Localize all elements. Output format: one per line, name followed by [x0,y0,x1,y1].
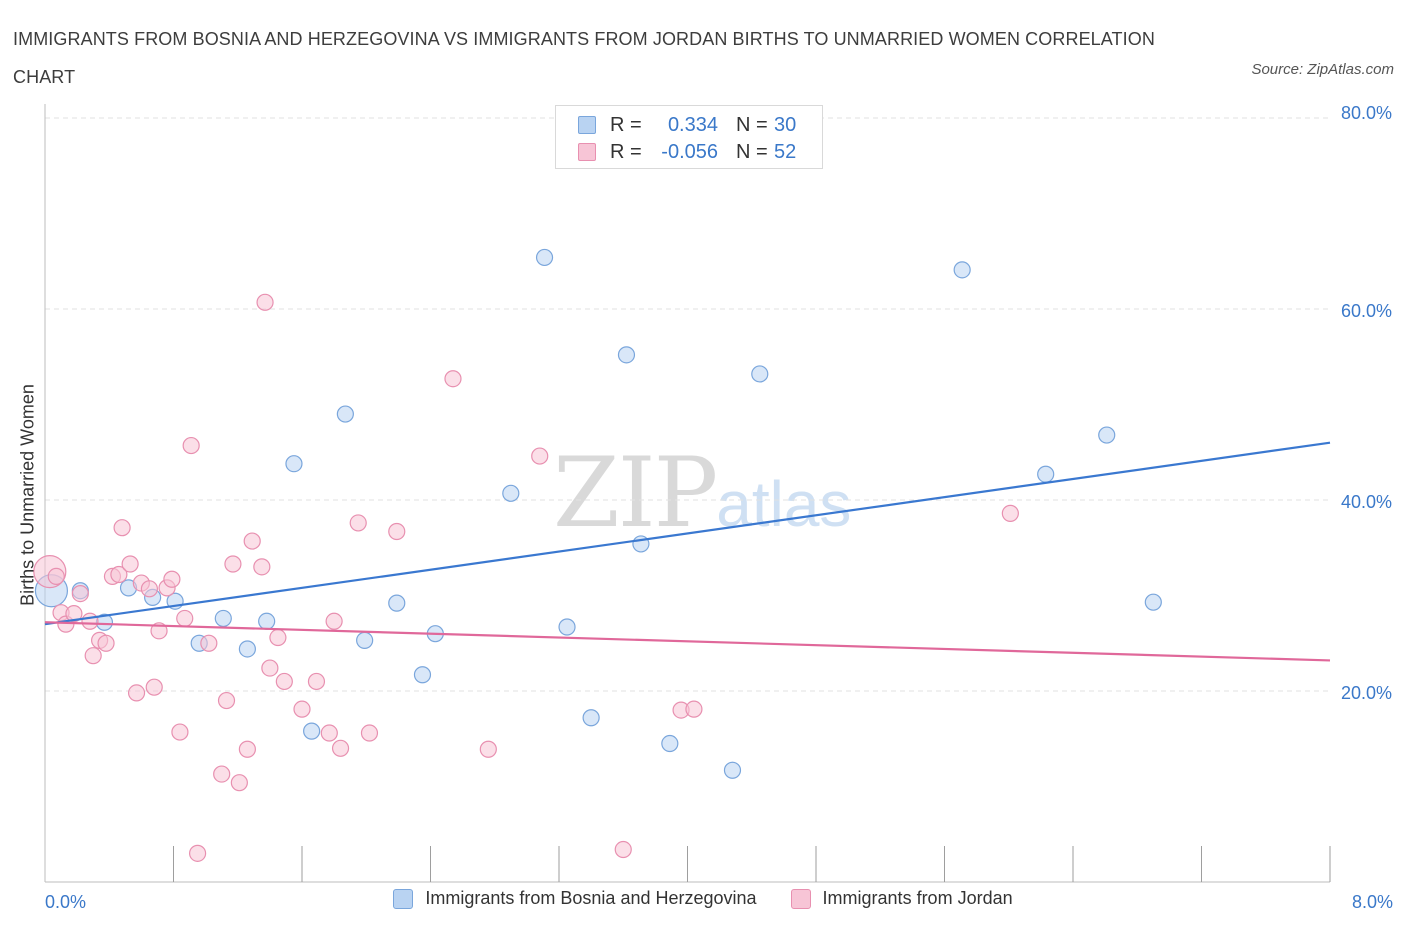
data-point-jordan [256,293,274,311]
data-point-jordan [261,659,279,677]
data-point-jordan [217,691,236,710]
data-point-jordan [71,584,89,603]
data-point-jordan [293,700,311,718]
trend-line-bosnia [44,441,1331,626]
data-point-jordan [47,567,65,586]
data-point-jordan [176,609,194,628]
data-point-jordan [127,684,146,702]
data-point-jordan [275,672,293,691]
data-point-jordan [479,740,497,758]
x-tick-label: 8.0% [1352,892,1393,912]
data-point-bosnia [1037,465,1055,483]
data-point-jordan [97,634,115,652]
legend-n-value-bosnia: 30 [774,113,797,136]
chart-title: IMMIGRANTS FROM BOSNIA AND HERZEGOVINA V… [13,29,1155,87]
data-point-jordan [121,555,139,573]
data-point-jordan [243,532,261,550]
data-point-jordan [349,514,367,532]
data-point-bosnia [388,594,406,612]
legend-n-label: N = [736,140,768,163]
data-point-jordan [269,628,287,647]
legend-item-jordan[interactable]: Immigrants from Jordan [790,888,1013,909]
data-point-bosnia [258,612,276,630]
data-point-jordan [163,570,181,588]
source-credit: Source: ZipAtlas.com [1251,61,1394,78]
correlation-legend: R = 0.334 N = 30 R = -0.056 N = 52 [555,105,823,169]
data-point-bosnia [413,666,432,684]
legend-r-label: R = [610,113,642,136]
y-tick-label: 60.0% [1341,301,1392,321]
data-point-jordan [360,724,379,742]
data-point-jordan [81,612,99,630]
legend-swatch-jordan [790,888,811,909]
legend-item-bosnia[interactable]: Immigrants from Bosnia and Herzegovina [393,888,757,909]
data-point-jordan [224,555,242,573]
data-point-jordan [388,522,406,541]
data-point-jordan [213,765,231,783]
data-point-jordan [307,672,326,691]
data-point-jordan [238,740,256,758]
legend-swatch-jordan [578,143,596,161]
data-point-jordan [171,723,189,741]
data-point-bosnia [723,761,742,779]
data-point-jordan [325,612,343,630]
legend-n-label: N = [736,113,768,136]
data-point-jordan [188,844,207,862]
legend-r-value-bosnia: 0.334 [667,113,718,136]
data-point-bosnia [1144,593,1162,611]
data-point-jordan [614,840,632,859]
series-legend: Immigrants from Bosnia and Herzegovina I… [0,888,1406,909]
data-point-jordan [331,739,350,757]
y-tick-label: 20.0% [1341,683,1392,703]
data-point-bosnia [582,709,600,727]
data-point-bosnia [535,248,554,267]
data-point-jordan [230,774,248,792]
trend-line-jordan [44,621,1331,662]
data-point-jordan [531,447,549,465]
y-tick-label: 80.0% [1341,103,1392,123]
watermark-zip: ZIP [553,437,718,549]
data-point-bosnia [661,734,679,753]
legend-r-value-jordan: -0.056 [661,140,718,163]
y-axis-label: Births to Unmarried Women [17,384,38,606]
watermark: ZIPatlas [553,437,851,549]
data-point-bosnia [214,609,232,628]
data-point-bosnia [336,405,354,423]
data-point-jordan [444,370,462,388]
data-point-jordan [110,565,128,584]
data-point-bosnia [751,365,769,383]
legend-swatch-bosnia [393,888,414,909]
data-point-jordan [65,605,83,623]
data-point-bosnia [238,640,256,658]
data-point-bosnia [617,346,636,364]
data-point-jordan [253,558,271,576]
watermark-atlas: atlas [716,468,852,540]
data-point-bosnia [303,722,321,740]
legend-label-jordan: Immigrants from Jordan [822,888,1013,908]
data-point-jordan [1001,504,1019,522]
data-point-bosnia [1098,426,1116,444]
legend-row-bosnia: R = 0.334 N = 30 [578,111,796,139]
legend-n-value-jordan: 52 [774,140,797,163]
x-tick-label: 0.0% [45,892,86,912]
data-point-bosnia [953,261,971,279]
legend-r-label: R = [610,140,642,163]
data-point-jordan [140,580,159,598]
data-point-jordan [84,647,102,665]
data-point-jordan [200,634,218,652]
data-point-jordan [182,436,200,455]
data-point-jordan [113,519,131,537]
legend-swatch-bosnia [578,116,596,134]
data-point-bosnia [502,484,520,502]
legend-label-bosnia: Immigrants from Bosnia and Herzegovina [425,888,757,908]
data-point-jordan [145,678,163,696]
y-tick-label: 40.0% [1341,492,1392,512]
data-point-bosnia [285,455,303,473]
data-point-bosnia [558,618,576,636]
data-point-jordan [685,700,703,718]
data-point-bosnia [356,631,374,649]
legend-row-jordan: R = -0.056 N = 52 [578,138,796,166]
data-point-jordan [320,724,338,742]
